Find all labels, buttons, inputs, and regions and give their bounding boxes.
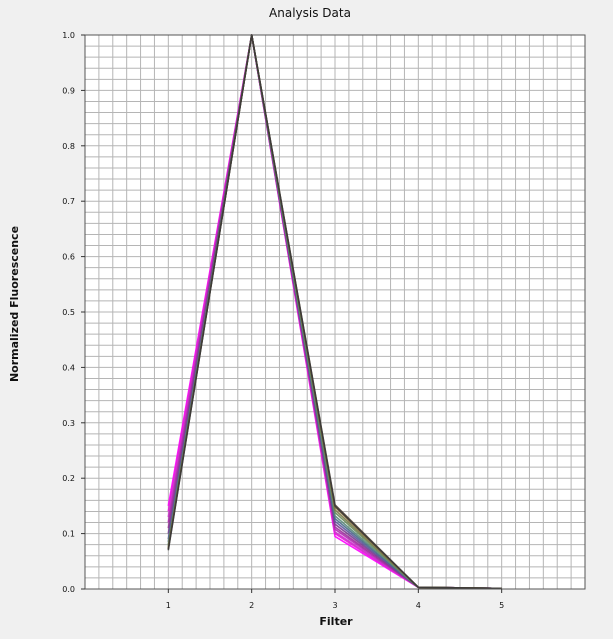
grid bbox=[85, 35, 585, 589]
y-tick-label: 0.8 bbox=[62, 142, 75, 151]
x-axis: 1 2 3 4 5 bbox=[166, 589, 504, 610]
x-tick-label: 5 bbox=[499, 601, 504, 610]
y-axis: 0.0 0.1 0.2 0.3 0.4 0.5 0.6 0.7 0.8 0.9 1.0 bbox=[62, 31, 85, 594]
chart-title: Analysis Data bbox=[269, 6, 351, 20]
series-line-14 bbox=[167, 34, 502, 590]
y-tick-label: 0.5 bbox=[62, 308, 75, 317]
y-tick-label: 0.7 bbox=[62, 197, 75, 206]
y-axis-label: Normalized Fluorescence bbox=[8, 226, 21, 382]
y-tick-label: 0.0 bbox=[62, 585, 75, 594]
x-tick-label: 4 bbox=[416, 601, 421, 610]
series-group bbox=[167, 34, 502, 590]
y-tick-label: 0.4 bbox=[62, 363, 75, 372]
y-tick-label: 0.2 bbox=[62, 474, 75, 483]
x-tick-label: 3 bbox=[332, 601, 337, 610]
y-tick-label: 0.6 bbox=[62, 253, 75, 262]
x-tick-label: 2 bbox=[249, 601, 254, 610]
x-tick-label: 1 bbox=[166, 601, 171, 610]
y-tick-label: 0.1 bbox=[62, 530, 75, 539]
y-tick-label: 0.3 bbox=[62, 419, 75, 428]
y-tick-label: 1.0 bbox=[62, 31, 75, 40]
x-axis-label: Filter bbox=[319, 615, 353, 628]
y-tick-label: 0.9 bbox=[62, 86, 75, 95]
